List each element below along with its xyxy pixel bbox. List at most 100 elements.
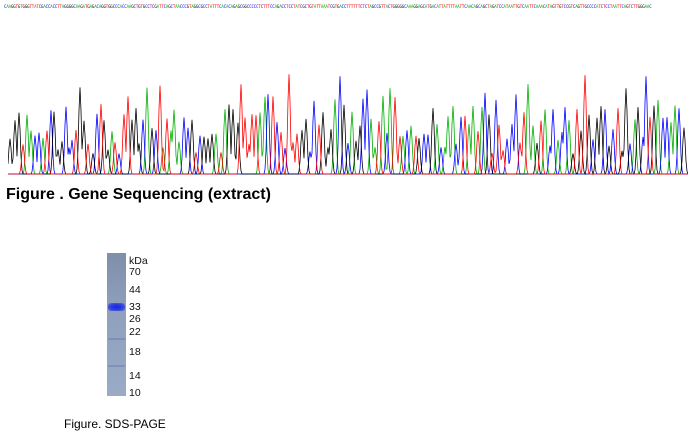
base-call: T [616,4,620,9]
base-call: A [408,4,411,9]
base-call: T [547,4,550,9]
protein-band [108,303,125,311]
base-call: A [313,4,317,9]
base-call: C [260,4,263,9]
base-call: C [223,4,226,9]
base-call: A [165,4,169,9]
base-call: T [505,4,509,9]
base-call: T [445,4,448,9]
base-call: G [193,4,196,9]
base-call: T [258,4,261,9]
base-call: T [297,4,300,9]
base-call: C [184,4,187,9]
base-call: G [186,4,189,9]
base-call: T [367,4,370,9]
base-call: A [538,4,541,9]
mw-marker-label: 10 [129,387,141,399]
base-call: T [353,4,356,9]
base-call: G [110,4,113,9]
base-call: C [304,4,307,9]
base-call: T [265,4,268,9]
base-call: C [124,4,127,9]
base-call: A [98,4,102,9]
base-call: A [468,4,472,9]
base-call: A [61,4,65,9]
base-call: T [487,4,490,9]
base-call: T [15,4,18,9]
base-call: C [586,4,590,9]
base-call: G [131,4,134,9]
base-call: G [394,4,398,9]
base-call: C [170,4,173,9]
base-call: T [140,4,143,9]
base-call: G [552,4,555,9]
base-call: C [147,4,150,9]
base-call: A [82,4,85,9]
base-call: C [283,4,287,9]
base-call: G [87,4,90,9]
base-call: C [179,4,183,9]
base-call: G [309,4,312,9]
base-call: T [105,4,109,9]
gel-lane [107,253,126,396]
base-call: G [559,4,562,9]
base-call: G [232,4,236,9]
base-call: C [533,4,536,9]
base-call: T [556,4,559,9]
base-call: C [253,4,257,9]
base-call: C [290,4,294,9]
base-call: A [230,4,233,9]
base-call: C [288,4,291,9]
base-call: T [84,4,88,9]
base-call: G [337,4,340,9]
base-call: T [390,4,393,9]
base-call: T [36,4,39,9]
base-call: A [596,4,599,9]
base-call: C [621,4,624,9]
base-call: G [41,4,44,9]
base-call: G [244,4,247,9]
base-call: A [126,4,129,9]
base-call: C [387,4,391,9]
base-call: A [175,4,178,9]
gel-faint-band [108,338,125,340]
base-call: C [563,4,566,9]
base-call: C [478,4,481,9]
base-call: A [43,4,46,9]
base-call: T [519,4,522,9]
base-call: T [316,4,319,9]
base-call: A [274,4,277,9]
base-call: A [526,4,529,9]
base-call: T [286,4,289,9]
base-call: G [577,4,580,9]
base-call: C [572,4,576,9]
base-call: C [341,4,344,9]
base-call: G [142,4,146,9]
base-call: A [119,4,122,9]
base-call: G [413,4,416,9]
base-call: A [34,4,37,9]
base-call: T [461,4,465,9]
base-call: G [200,4,203,9]
base-call: G [242,4,245,9]
base-call: A [94,4,97,9]
base-call: G [401,4,405,9]
base-call: C [249,4,252,9]
base-call: T [59,4,62,9]
base-call: C [269,4,273,9]
base-call: C [330,4,333,9]
base-call: T [383,4,386,9]
base-call: G [138,4,141,9]
base-call: C [607,4,610,9]
base-call: T [327,4,331,9]
base-call: T [158,4,162,9]
base-call: T [579,4,583,9]
base-call: G [154,4,157,9]
base-call: T [346,4,349,9]
base-call: A [128,4,132,9]
base-call: A [320,4,324,9]
base-call: A [369,4,372,9]
base-call: C [343,4,347,9]
base-call: T [355,4,358,9]
base-call: C [605,4,608,9]
